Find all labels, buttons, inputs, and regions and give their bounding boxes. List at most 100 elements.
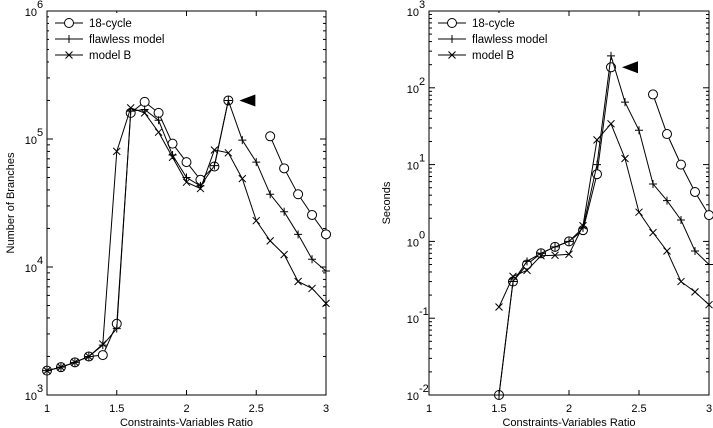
series-line	[498, 55, 710, 396]
data-point-x	[607, 119, 615, 128]
data-point-x	[84, 352, 93, 361]
data-point-circle	[648, 89, 658, 100]
data-point-x	[448, 51, 456, 59]
data-point-x	[565, 250, 573, 259]
data-point-plus	[621, 98, 629, 107]
y-tick-exponent: -2	[419, 383, 429, 395]
data-point-plus	[635, 126, 643, 135]
y-tick-exponent: 4	[37, 255, 43, 267]
data-point-circle	[153, 107, 164, 118]
x-tick-label: 1.5	[109, 403, 124, 415]
x-tick-label: 1	[44, 403, 50, 415]
series-x	[495, 119, 713, 311]
data-point-plus	[495, 391, 503, 399]
series-line	[652, 94, 710, 216]
data-point-x	[308, 284, 316, 293]
data-point-plus	[280, 207, 289, 216]
data-point-plus	[565, 237, 573, 246]
data-point-plus	[705, 260, 713, 269]
data-point-plus	[252, 158, 261, 167]
data-point-x	[509, 272, 517, 281]
data-point-plus	[677, 215, 685, 224]
legend-label: 18-cycle	[89, 18, 132, 30]
data-point-x	[593, 136, 601, 144]
data-point-x	[523, 266, 531, 275]
data-point-plus	[593, 160, 601, 169]
left-chart-branches: 1 1.5 2 2.5 3103104105106Constraints-Variabl…	[5, 0, 331, 428]
data-point-x	[537, 251, 545, 260]
data-point-x	[168, 153, 177, 162]
data-point-circle	[279, 163, 290, 174]
data-point-plus	[649, 179, 657, 188]
y-tick-label: 10	[25, 135, 37, 147]
legend-label: model B	[89, 50, 132, 62]
x-tick-label: 3	[323, 403, 329, 415]
data-point-x	[98, 340, 107, 348]
y-tick-exponent: 5	[37, 127, 43, 139]
series-line	[498, 67, 612, 396]
data-point-plus	[154, 116, 163, 125]
data-point-plus	[607, 51, 615, 60]
y-tick-exponent: 0	[419, 229, 425, 241]
data-point-x	[154, 128, 163, 137]
y-tick-label: 10	[25, 391, 37, 403]
data-point-plus	[294, 230, 303, 239]
series-plus	[43, 96, 330, 375]
series-x	[43, 104, 330, 375]
data-point-plus	[691, 246, 699, 255]
data-point-x	[210, 146, 219, 154]
data-point-x	[57, 363, 65, 372]
data-point-x	[294, 277, 302, 286]
legend: 18-cycle flawless model model B	[432, 13, 560, 67]
data-point-circle	[321, 229, 331, 240]
x-axis-label: Constraints-Variables Ratio	[120, 417, 253, 428]
data-point-x	[322, 299, 330, 308]
y-tick-label: 10	[25, 263, 37, 275]
data-point-circle	[447, 18, 457, 28]
x-tick-label: 3	[706, 403, 712, 415]
data-point-circle	[181, 157, 192, 168]
data-point-plus	[448, 35, 456, 43]
data-point-x	[126, 104, 135, 112]
plot-frame	[46, 10, 327, 396]
data-point-x	[663, 247, 671, 255]
data-point-x	[551, 251, 559, 260]
data-point-x	[649, 228, 657, 237]
y-tick-exponent: 2	[419, 76, 425, 88]
right-chart-seconds: 1 1.5 2 2.5 310-210-1100101102103Constraints…	[381, 0, 713, 428]
data-point-plus	[523, 257, 531, 266]
y-tick-label: 10	[407, 7, 419, 19]
data-point-x	[495, 303, 503, 311]
series-line	[269, 136, 327, 235]
data-point-circle	[265, 131, 276, 142]
data-point-x	[579, 221, 587, 230]
arrowhead-annotation	[622, 61, 638, 74]
y-tick-exponent: 3	[37, 383, 43, 395]
data-point-circle	[139, 96, 150, 107]
data-point-x	[280, 250, 289, 259]
arrowhead-annotation	[239, 94, 256, 107]
data-point-x	[238, 174, 247, 183]
data-point-plus	[112, 324, 121, 333]
legend-label: flawless model	[89, 34, 164, 46]
x-tick-label: 2.5	[631, 403, 646, 415]
data-point-plus	[308, 255, 317, 264]
data-point-plus	[322, 267, 330, 276]
legend-label: model B	[472, 50, 515, 62]
data-point-x	[196, 184, 205, 193]
data-point-plus	[266, 190, 275, 199]
data-point-x	[635, 208, 643, 217]
legend-label: flawless model	[472, 34, 547, 46]
data-point-circle	[64, 18, 74, 28]
y-tick-label: 10	[407, 391, 419, 403]
y-tick-label: 10	[407, 84, 419, 96]
data-point-circle	[662, 129, 672, 140]
data-point-plus	[224, 96, 233, 105]
y-tick-label: 10	[407, 314, 419, 326]
data-point-x	[252, 216, 261, 225]
x-tick-label: 1.5	[491, 403, 506, 415]
data-point-plus	[210, 161, 219, 170]
x-tick-label: 2	[183, 403, 189, 415]
data-point-circle	[307, 209, 318, 220]
